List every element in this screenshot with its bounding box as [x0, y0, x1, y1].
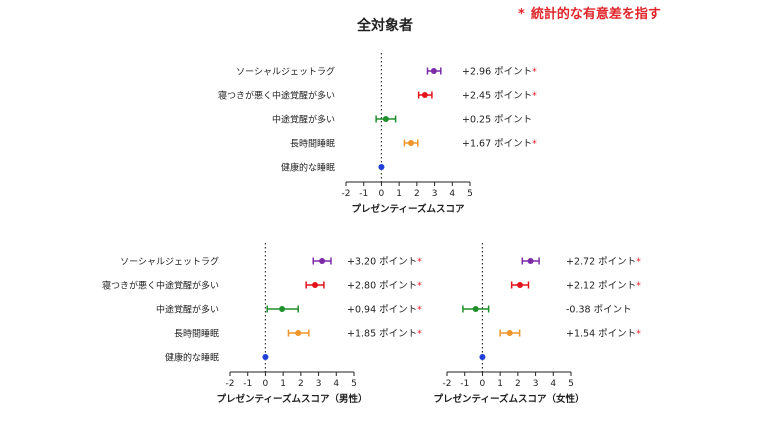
- x-tick-label: 4: [550, 379, 556, 389]
- x-tick-label: 3: [533, 379, 539, 389]
- value-label: +2.45 ポイント*: [462, 91, 537, 102]
- significance-star: *: [417, 305, 422, 316]
- category-label: 健康的な睡眠: [165, 352, 219, 364]
- category-label: 中途覚醒が多い: [272, 114, 335, 126]
- significance-star: *: [636, 257, 641, 268]
- x-tick-label: 0: [379, 189, 385, 199]
- category-label: 長時間睡眠: [290, 138, 335, 150]
- significance-star: *: [636, 329, 641, 340]
- category-label: 健康的な睡眠: [281, 162, 335, 174]
- point-estimate: [430, 68, 437, 74]
- point-estimate: [319, 258, 326, 264]
- significance-star: *: [532, 67, 537, 78]
- value-label: +0.25 ポイント: [462, 115, 532, 126]
- x-tick-label: 2: [298, 379, 304, 389]
- x-tick-label: -1: [359, 189, 368, 199]
- significance-star: *: [417, 257, 422, 268]
- x-tick-label: 1: [497, 379, 503, 389]
- point-estimate: [421, 92, 428, 98]
- x-tick-label: -2: [443, 379, 452, 389]
- point-estimate: [527, 258, 534, 264]
- value-label: +2.80 ポイント*: [347, 281, 422, 292]
- x-tick-label: 5: [351, 379, 357, 389]
- x-tick-label: -1: [243, 379, 252, 389]
- x-tick-label: -1: [460, 379, 469, 389]
- value-label: +1.67 ポイント*: [462, 139, 537, 150]
- category-label: ソーシャルジェットラグ: [236, 66, 335, 78]
- significance-star: *: [417, 281, 422, 292]
- point-estimate: [312, 282, 319, 288]
- category-label: 寝つきが悪く中途覚醒が多い: [218, 90, 335, 102]
- forest-panel-2: -2 -1 0 1 2 3 4 5 プレゼンティーズムスコア（男性） ソーシャルジェットラグ +3.…: [102, 243, 422, 405]
- x-tick-label: -2: [342, 189, 351, 199]
- category-label: 寝つきが悪く中途覚醒が多い: [102, 280, 219, 292]
- x-tick-label: 4: [449, 189, 455, 199]
- significance-star: *: [417, 329, 422, 340]
- x-tick-label: 4: [333, 379, 339, 389]
- x-tick-label: -2: [226, 379, 235, 389]
- point-estimate: [382, 116, 389, 122]
- x-axis-title: プレゼンティーズムスコア（女性）: [434, 393, 585, 405]
- point-estimate: [472, 306, 479, 312]
- category-label: 長時間睡眠: [174, 328, 219, 340]
- value-label: +2.96 ポイント*: [462, 67, 537, 78]
- value-label: +1.54 ポイント*: [566, 329, 641, 340]
- value-label: -0.38 ポイント: [566, 305, 632, 316]
- point-estimate: [516, 282, 523, 288]
- x-tick-label: 3: [432, 189, 438, 199]
- point-estimate: [408, 140, 415, 146]
- category-label: ソーシャルジェットラグ: [120, 256, 219, 268]
- x-axis-title: プレゼンティーズムスコア（男性）: [217, 393, 368, 405]
- value-label: +2.12 ポイント*: [566, 281, 641, 292]
- x-tick-label: 2: [515, 379, 521, 389]
- x-tick-label: 0: [263, 379, 269, 389]
- significance-note-text: 統計的な有意差を指す: [530, 7, 661, 22]
- x-tick-label: 0: [480, 379, 486, 389]
- point-estimate: [378, 164, 385, 170]
- x-tick-label: 5: [568, 379, 574, 389]
- point-estimate: [262, 354, 269, 360]
- x-tick-label: 5: [467, 189, 473, 199]
- value-label: +0.94 ポイント*: [347, 305, 422, 316]
- point-estimate: [506, 330, 513, 336]
- significance-star: *: [532, 91, 537, 102]
- value-label: +2.72 ポイント*: [566, 257, 641, 268]
- significance-star: *: [636, 281, 641, 292]
- value-label: +3.20 ポイント*: [347, 257, 422, 268]
- point-estimate: [295, 330, 302, 336]
- significance-star: *: [532, 139, 537, 150]
- category-label: 中途覚醒が多い: [156, 304, 219, 316]
- significance-note-star: *: [518, 7, 525, 22]
- value-label: +1.85 ポイント*: [347, 329, 422, 340]
- x-tick-label: 1: [396, 189, 402, 199]
- x-tick-label: 1: [280, 379, 286, 389]
- point-estimate: [479, 354, 486, 360]
- forest-panel-3: -2 -1 0 1 2 3 4 5 プレゼンティーズムスコア（女性） +2.72 ポイント* +2.…: [434, 243, 641, 405]
- x-axis-title: プレゼンティーズムスコア: [352, 203, 465, 215]
- point-estimate: [279, 306, 286, 312]
- x-tick-label: 2: [414, 189, 420, 199]
- chart-title: 全対象者: [357, 18, 413, 34]
- significance-note: * 統計的な有意差を指す: [518, 3, 661, 22]
- x-tick-label: 3: [316, 379, 322, 389]
